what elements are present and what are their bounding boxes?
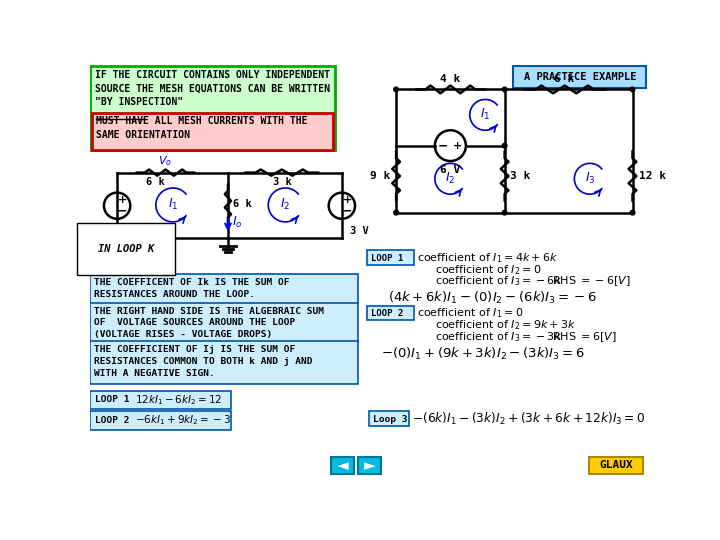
Text: $-(0)I_1 + (9k + 3k)I_2 - (3k)I_3 = 6$: $-(0)I_1 + (9k + 3k)I_2 - (3k)I_3 = 6$ bbox=[381, 346, 585, 362]
Text: MUST HAVE ALL MESH CURRENTS WITH THE
SAME ORIENTATION: MUST HAVE ALL MESH CURRENTS WITH THE SAM… bbox=[96, 117, 307, 139]
Text: GLAUX: GLAUX bbox=[599, 460, 633, 470]
Text: ►: ► bbox=[364, 458, 376, 472]
FancyBboxPatch shape bbox=[358, 457, 382, 474]
Text: ◄: ◄ bbox=[337, 458, 348, 472]
Text: 3 k: 3 k bbox=[510, 172, 531, 181]
Text: +: + bbox=[343, 195, 352, 206]
Text: 4 k: 4 k bbox=[440, 74, 461, 84]
Text: $-6kI_1 + 9kI_2 = -3$: $-6kI_1 + 9kI_2 = -3$ bbox=[135, 414, 231, 428]
Circle shape bbox=[503, 87, 507, 92]
Text: THE COEFFICIENT OF Ij IS THE SUM OF
RESISTANCES COMMON TO BOTH k AND j AND
WITH : THE COEFFICIENT OF Ij IS THE SUM OF RESI… bbox=[94, 345, 312, 377]
Text: −: − bbox=[438, 139, 449, 152]
Text: +: + bbox=[453, 140, 462, 151]
Text: $12kI_1 - 6kI_2 = 12$: $12kI_1 - 6kI_2 = 12$ bbox=[135, 393, 222, 407]
Text: coefficient of $I_3 = -3k$: coefficient of $I_3 = -3k$ bbox=[435, 330, 562, 343]
Text: RHS $= 6[V]$: RHS $= 6[V]$ bbox=[552, 330, 617, 343]
Text: LOOP 2: LOOP 2 bbox=[372, 309, 404, 318]
FancyBboxPatch shape bbox=[513, 66, 647, 88]
Text: LOOP 2: LOOP 2 bbox=[94, 416, 129, 425]
Text: coefficient of $I_3 = -6k$: coefficient of $I_3 = -6k$ bbox=[435, 274, 562, 288]
Text: $I_1$: $I_1$ bbox=[480, 107, 490, 123]
FancyBboxPatch shape bbox=[589, 457, 644, 474]
Text: −: − bbox=[117, 205, 127, 218]
Text: IN LOOP K: IN LOOP K bbox=[98, 244, 154, 254]
Circle shape bbox=[630, 211, 635, 215]
Text: coefficient of $I_2 = 9k + 3k$: coefficient of $I_2 = 9k + 3k$ bbox=[435, 318, 576, 332]
Text: Loop 3: Loop 3 bbox=[373, 415, 408, 423]
Text: LOOP 1: LOOP 1 bbox=[94, 395, 129, 404]
Text: 12 k: 12 k bbox=[639, 172, 666, 181]
FancyBboxPatch shape bbox=[90, 390, 231, 409]
Text: RHS $= -6[V]$: RHS $= -6[V]$ bbox=[552, 274, 631, 288]
Circle shape bbox=[503, 143, 507, 148]
Text: −: − bbox=[342, 205, 352, 218]
Text: 12 V: 12 V bbox=[88, 226, 112, 236]
FancyBboxPatch shape bbox=[90, 66, 335, 150]
Text: LOOP 1: LOOP 1 bbox=[372, 254, 404, 262]
Text: $V_o$: $V_o$ bbox=[158, 154, 172, 168]
Circle shape bbox=[394, 87, 398, 92]
Text: $(4k + 6k)I_1 - (0)I_2 - (6k)I_3 = -6$: $(4k + 6k)I_1 - (0)I_2 - (6k)I_3 = -6$ bbox=[388, 290, 598, 306]
Text: THE RIGHT HAND SIDE IS THE ALGEBRAIC SUM
OF  VOLTAGE SOURCES AROUND THE LOOP
(VO: THE RIGHT HAND SIDE IS THE ALGEBRAIC SUM… bbox=[94, 307, 324, 339]
Circle shape bbox=[394, 211, 398, 215]
Text: +: + bbox=[118, 195, 127, 206]
Text: 6 k: 6 k bbox=[233, 199, 251, 209]
Circle shape bbox=[630, 87, 635, 92]
Text: 6 V: 6 V bbox=[440, 165, 461, 175]
Text: 3 V: 3 V bbox=[349, 226, 369, 236]
Circle shape bbox=[503, 211, 507, 215]
Text: $I_1$: $I_1$ bbox=[168, 198, 178, 212]
Text: coefficient of $I_2 = 0$: coefficient of $I_2 = 0$ bbox=[435, 263, 541, 276]
FancyBboxPatch shape bbox=[90, 341, 358, 383]
Text: 3 k: 3 k bbox=[273, 177, 292, 187]
FancyBboxPatch shape bbox=[367, 251, 414, 265]
FancyBboxPatch shape bbox=[331, 457, 354, 474]
Text: THE COEFFICENT OF Ik IS THE SUM OF
RESISTANCES AROUND THE LOOP.: THE COEFFICENT OF Ik IS THE SUM OF RESIS… bbox=[94, 278, 289, 299]
Text: 9 k: 9 k bbox=[369, 172, 390, 181]
Text: coefficient of $I_1 = 4k + 6k$: coefficient of $I_1 = 4k + 6k$ bbox=[417, 251, 558, 265]
Text: IF THE CIRCUIT CONTAINS ONLY INDEPENDENT
SOURCE THE MESH EQUATIONS CAN BE WRITTE: IF THE CIRCUIT CONTAINS ONLY INDEPENDENT… bbox=[96, 70, 330, 106]
FancyBboxPatch shape bbox=[90, 411, 231, 430]
Text: $I_3$: $I_3$ bbox=[585, 171, 595, 186]
FancyBboxPatch shape bbox=[90, 274, 358, 303]
Text: coefficient of $I_1 = 0$: coefficient of $I_1 = 0$ bbox=[417, 307, 523, 320]
FancyBboxPatch shape bbox=[369, 411, 409, 426]
FancyBboxPatch shape bbox=[90, 303, 358, 342]
FancyBboxPatch shape bbox=[91, 112, 333, 150]
Text: $-(6k)I_1 - (3k)I_2 + (3k + 6k + 12k)I_3 = 0$: $-(6k)I_1 - (3k)I_2 + (3k + 6k + 12k)I_3… bbox=[412, 411, 645, 427]
FancyBboxPatch shape bbox=[367, 306, 414, 320]
Text: $I_2$: $I_2$ bbox=[445, 171, 456, 186]
Text: A PRACTICE EXAMPLE: A PRACTICE EXAMPLE bbox=[523, 72, 636, 82]
Text: 6 k: 6 k bbox=[554, 74, 575, 84]
Text: $I_2$: $I_2$ bbox=[280, 198, 290, 212]
Text: $I_o$: $I_o$ bbox=[232, 215, 243, 230]
Text: 6 k: 6 k bbox=[146, 177, 166, 187]
